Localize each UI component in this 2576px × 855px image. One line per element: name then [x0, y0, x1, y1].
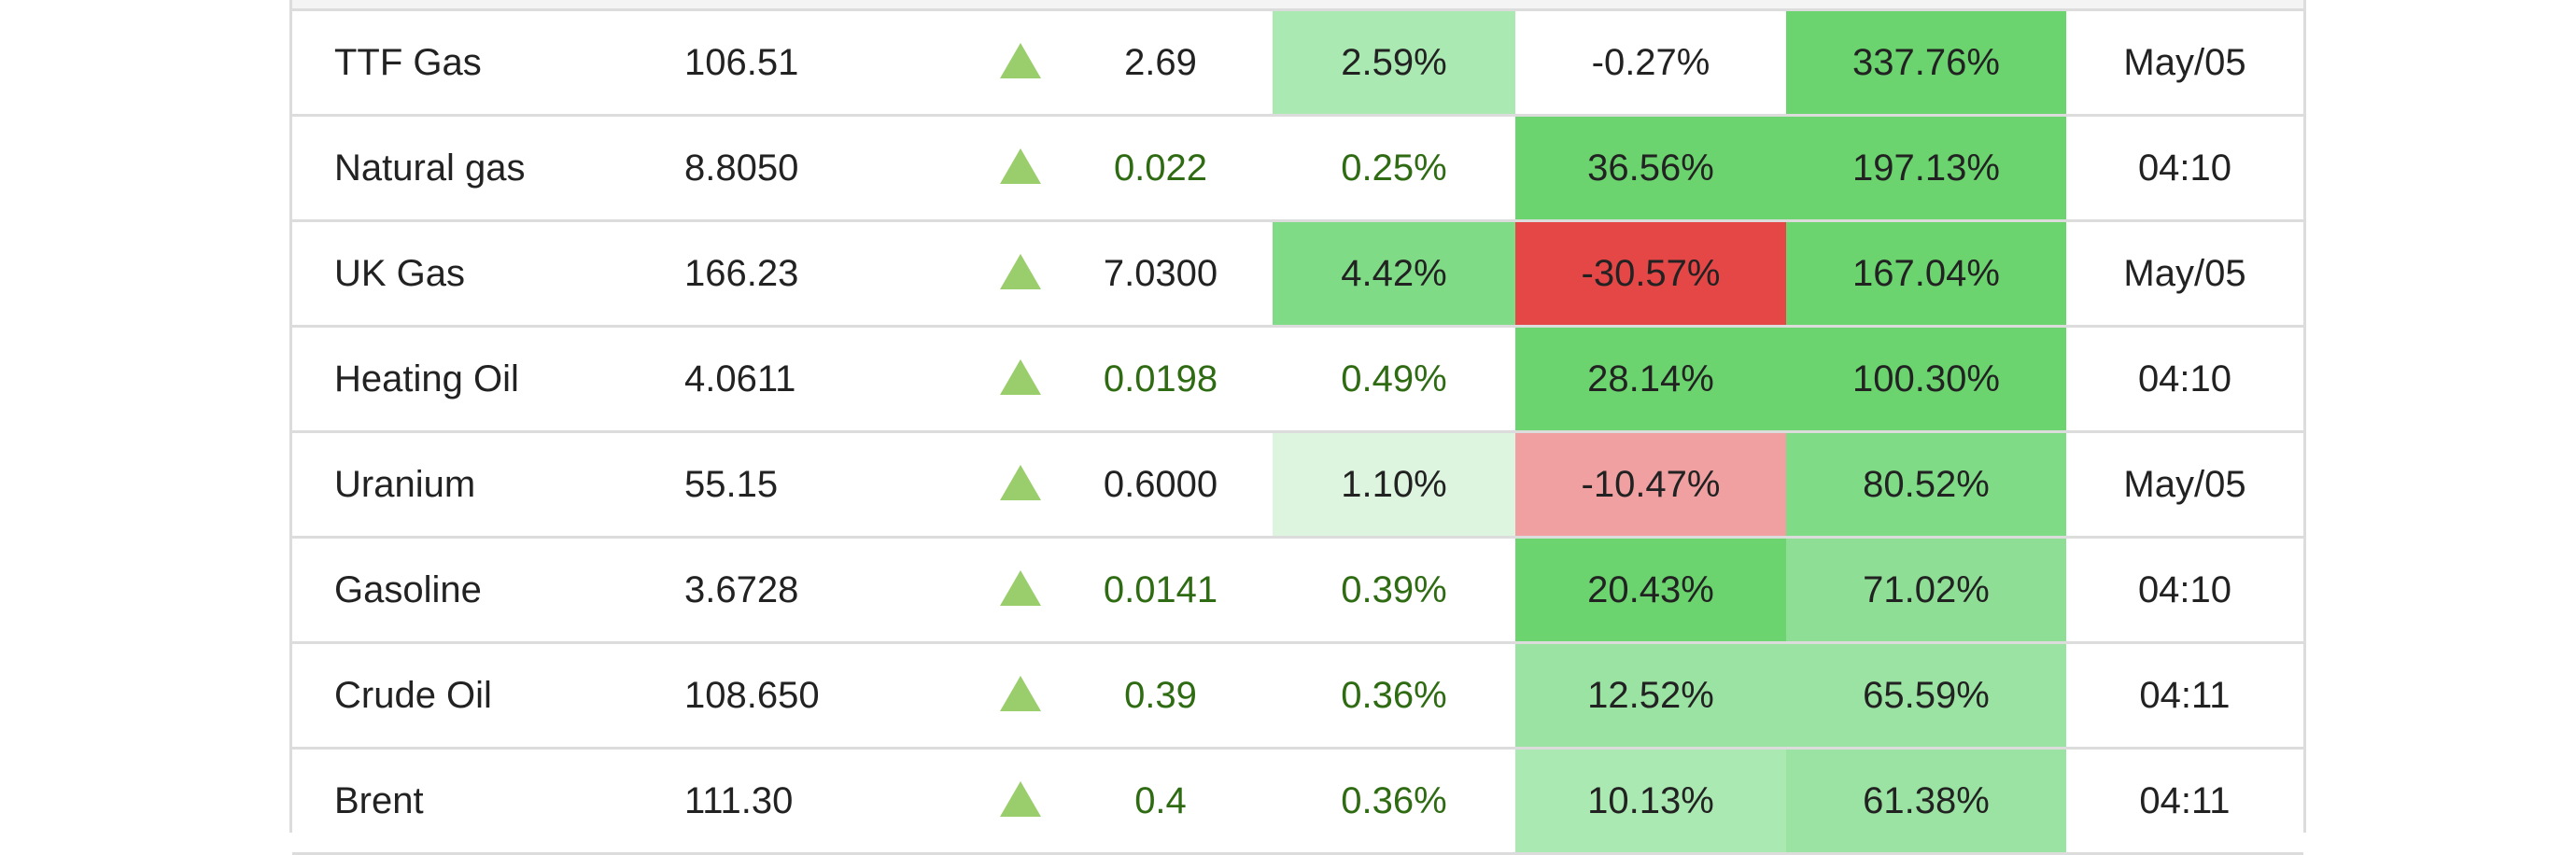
- change-value: 0.022: [1113, 147, 1208, 189]
- weekly-change-value: -30.57%: [1515, 222, 1786, 325]
- weekly-change-value: -10.47%: [1515, 433, 1786, 536]
- yearly-change-value: 337.76%: [1786, 11, 2066, 114]
- last-update-time: 04:10: [2137, 569, 2232, 610]
- percent-change-value: 0.36%: [1273, 644, 1515, 747]
- change-value: 0.4: [1134, 780, 1187, 821]
- change-value: 0.39: [1124, 675, 1197, 716]
- weekly-change-value: -0.27%: [1515, 11, 1786, 114]
- commodity-name-link[interactable]: Brent: [334, 780, 424, 821]
- percent-change-value: 0.39%: [1273, 539, 1515, 641]
- percent-change-value: 0.49%: [1273, 328, 1515, 430]
- yearly-change-value: 65.59%: [1786, 644, 2066, 747]
- up-triangle-icon: [1000, 43, 1041, 79]
- last-update-time: 04:11: [2139, 675, 2231, 716]
- last-update-time: May/05: [2123, 464, 2246, 505]
- change-direction-cell: [899, 11, 1142, 114]
- price-value: 55.15: [684, 464, 779, 505]
- change-direction-cell: [899, 328, 1142, 430]
- last-update-time: 04:10: [2137, 147, 2232, 189]
- yearly-change-value: 61.38%: [1786, 750, 2066, 852]
- price-value: 106.51: [684, 42, 799, 83]
- commodity-name-link[interactable]: Crude Oil: [334, 675, 492, 716]
- change-direction-cell: [899, 539, 1142, 641]
- table-row[interactable]: UK Gas 166.23 4.42% 7.0300 -30.57% 167.04% May…: [292, 222, 2303, 328]
- price-value: 4.0611: [684, 358, 796, 399]
- change-value: 0.6000: [1103, 464, 1218, 505]
- weekly-change-value: 12.52%: [1515, 644, 1786, 747]
- table-row[interactable]: TTF Gas 106.51 2.59% 2.69 -0.27% 337.76% May/0…: [292, 11, 2303, 117]
- yearly-change-value: 80.52%: [1786, 433, 2066, 536]
- yearly-change-value: 71.02%: [1786, 539, 2066, 641]
- last-update-time: May/05: [2123, 42, 2246, 83]
- price-value: 3.6728: [684, 569, 799, 610]
- price-value: 8.8050: [684, 147, 799, 189]
- up-triangle-icon: [1000, 465, 1041, 501]
- table-row[interactable]: Brent 111.30 0.36% 0.4 10.13% 61.38% 04:11: [292, 750, 2303, 855]
- percent-change-value: 4.42%: [1273, 222, 1515, 325]
- percent-change-value: 0.36%: [1273, 750, 1515, 852]
- yearly-change-value: 197.13%: [1786, 117, 2066, 219]
- up-triangle-icon: [1000, 254, 1041, 290]
- price-value: 111.30: [684, 780, 794, 821]
- change-direction-cell: [899, 644, 1142, 747]
- commodity-name-link[interactable]: TTF Gas: [334, 42, 482, 83]
- change-value: 7.0300: [1103, 253, 1218, 294]
- yearly-change-value: 167.04%: [1786, 222, 2066, 325]
- weekly-change-value: 20.43%: [1515, 539, 1786, 641]
- commodity-name-link[interactable]: Gasoline: [334, 569, 482, 610]
- table-row[interactable]: Heating Oil 4.0611 0.49% 0.0198 28.14% 100.30…: [292, 328, 2303, 433]
- price-value: 108.650: [684, 675, 820, 716]
- table-body: TTF Gas 106.51 2.59% 2.69 -0.27% 337.76% May/0…: [292, 11, 2303, 855]
- commodity-name-link[interactable]: Natural gas: [334, 147, 526, 189]
- up-triangle-icon: [1000, 781, 1041, 818]
- percent-change-value: 0.25%: [1273, 117, 1515, 219]
- percent-change-value: 2.59%: [1273, 11, 1515, 114]
- up-triangle-icon: [1000, 570, 1041, 607]
- weekly-change-value: 36.56%: [1515, 117, 1786, 219]
- change-value: 2.69: [1124, 42, 1197, 83]
- change-direction-cell: [899, 750, 1142, 852]
- last-update-time: 04:11: [2139, 780, 2231, 821]
- commodity-name-link[interactable]: UK Gas: [334, 253, 466, 294]
- change-direction-cell: [899, 433, 1142, 536]
- change-direction-cell: [899, 222, 1142, 325]
- commodity-name-link[interactable]: Uranium: [334, 464, 476, 505]
- weekly-change-value: 10.13%: [1515, 750, 1786, 852]
- table-row[interactable]: Uranium 55.15 1.10% 0.6000 -10.47% 80.52% May/…: [292, 433, 2303, 539]
- percent-change-value: 1.10%: [1273, 433, 1515, 536]
- up-triangle-icon: [1000, 676, 1041, 712]
- change-value: 0.0198: [1103, 358, 1218, 399]
- table-row[interactable]: Crude Oil 108.650 0.36% 0.39 12.52% 65.59% 04:…: [292, 644, 2303, 750]
- last-update-time: 04:10: [2137, 358, 2232, 399]
- change-direction-cell: [899, 117, 1142, 219]
- table-row[interactable]: Gasoline 3.6728 0.39% 0.0141 20.43% 71.02% 04:…: [292, 539, 2303, 644]
- table-top-edge: [292, 0, 2303, 11]
- up-triangle-icon: [1000, 148, 1041, 185]
- last-update-time: May/05: [2123, 253, 2246, 294]
- price-value: 166.23: [684, 253, 799, 294]
- weekly-change-value: 28.14%: [1515, 328, 1786, 430]
- table-row[interactable]: Natural gas 8.8050 0.25% 0.022 36.56% 197.13%…: [292, 117, 2303, 222]
- up-triangle-icon: [1000, 359, 1041, 396]
- commodity-name-link[interactable]: Heating Oil: [334, 358, 519, 399]
- yearly-change-value: 100.30%: [1786, 328, 2066, 430]
- change-value: 0.0141: [1103, 569, 1218, 610]
- commodities-table: TTF Gas 106.51 2.59% 2.69 -0.27% 337.76% May/0…: [289, 0, 2306, 855]
